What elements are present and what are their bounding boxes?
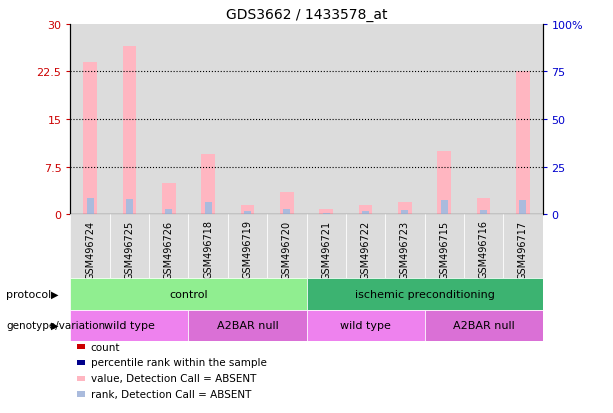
Text: count: count <box>91 342 120 352</box>
Bar <box>322 214 330 215</box>
FancyBboxPatch shape <box>306 310 424 341</box>
Text: GSM496715: GSM496715 <box>439 220 449 279</box>
Bar <box>516 72 530 215</box>
Bar <box>306 25 346 215</box>
Text: rank, Detection Call = ABSENT: rank, Detection Call = ABSENT <box>91 389 251 399</box>
Text: GSM496723: GSM496723 <box>400 220 410 279</box>
Bar <box>503 25 543 215</box>
Bar <box>86 199 94 215</box>
FancyBboxPatch shape <box>110 215 149 279</box>
Bar <box>359 205 372 215</box>
Bar <box>166 209 172 215</box>
Text: percentile rank within the sample: percentile rank within the sample <box>91 358 267 368</box>
Bar <box>110 25 149 215</box>
Bar <box>201 154 215 215</box>
Bar <box>477 199 490 215</box>
Bar <box>189 25 228 215</box>
FancyBboxPatch shape <box>70 215 110 279</box>
Text: GSM496724: GSM496724 <box>85 220 95 279</box>
FancyBboxPatch shape <box>424 215 464 279</box>
Bar <box>362 212 369 215</box>
Text: GSM496725: GSM496725 <box>124 220 134 279</box>
FancyBboxPatch shape <box>149 215 189 279</box>
Title: GDS3662 / 1433578_at: GDS3662 / 1433578_at <box>226 8 387 22</box>
Bar <box>126 199 133 215</box>
Text: ▶: ▶ <box>51 320 58 330</box>
Bar <box>346 25 385 215</box>
Text: GSM496716: GSM496716 <box>479 220 489 279</box>
Text: protocol: protocol <box>6 289 51 299</box>
Text: wild type: wild type <box>340 320 391 330</box>
Text: GSM496719: GSM496719 <box>243 220 253 279</box>
Bar <box>280 192 294 215</box>
Text: A2BAR null: A2BAR null <box>452 320 514 330</box>
Bar <box>441 201 447 215</box>
Bar <box>464 25 503 215</box>
Text: ▶: ▶ <box>51 289 58 299</box>
Bar <box>319 210 333 215</box>
Bar <box>241 205 254 215</box>
Bar <box>162 183 176 215</box>
FancyBboxPatch shape <box>306 279 543 310</box>
Text: value, Detection Call = ABSENT: value, Detection Call = ABSENT <box>91 373 256 383</box>
FancyBboxPatch shape <box>189 310 306 341</box>
Bar <box>70 25 110 215</box>
Text: control: control <box>169 289 208 299</box>
FancyBboxPatch shape <box>228 215 267 279</box>
FancyBboxPatch shape <box>503 215 543 279</box>
Text: GSM496721: GSM496721 <box>321 220 331 279</box>
Bar <box>480 210 487 215</box>
Bar <box>267 25 306 215</box>
FancyBboxPatch shape <box>346 215 385 279</box>
Bar <box>149 25 189 215</box>
FancyBboxPatch shape <box>424 310 543 341</box>
FancyBboxPatch shape <box>385 215 424 279</box>
Text: GSM496722: GSM496722 <box>360 220 370 279</box>
Text: ischemic preconditioning: ischemic preconditioning <box>354 289 495 299</box>
Bar <box>123 47 136 215</box>
Bar <box>385 25 424 215</box>
FancyBboxPatch shape <box>70 310 189 341</box>
Bar <box>283 209 291 215</box>
Text: GSM496720: GSM496720 <box>282 220 292 279</box>
FancyBboxPatch shape <box>464 215 503 279</box>
Bar <box>424 25 464 215</box>
FancyBboxPatch shape <box>70 279 306 310</box>
Text: GSM496718: GSM496718 <box>203 220 213 279</box>
Bar <box>437 152 451 215</box>
FancyBboxPatch shape <box>306 215 346 279</box>
Text: GSM496726: GSM496726 <box>164 220 174 279</box>
Text: genotype/variation: genotype/variation <box>6 320 105 330</box>
Bar <box>228 25 267 215</box>
Bar <box>244 212 251 215</box>
Text: A2BAR null: A2BAR null <box>216 320 278 330</box>
Bar <box>205 202 211 215</box>
FancyBboxPatch shape <box>267 215 306 279</box>
Text: wild type: wild type <box>104 320 155 330</box>
Bar <box>83 63 97 215</box>
Bar <box>519 201 527 215</box>
Bar <box>402 210 408 215</box>
Text: GSM496717: GSM496717 <box>518 220 528 279</box>
Bar <box>398 202 412 215</box>
FancyBboxPatch shape <box>189 215 228 279</box>
